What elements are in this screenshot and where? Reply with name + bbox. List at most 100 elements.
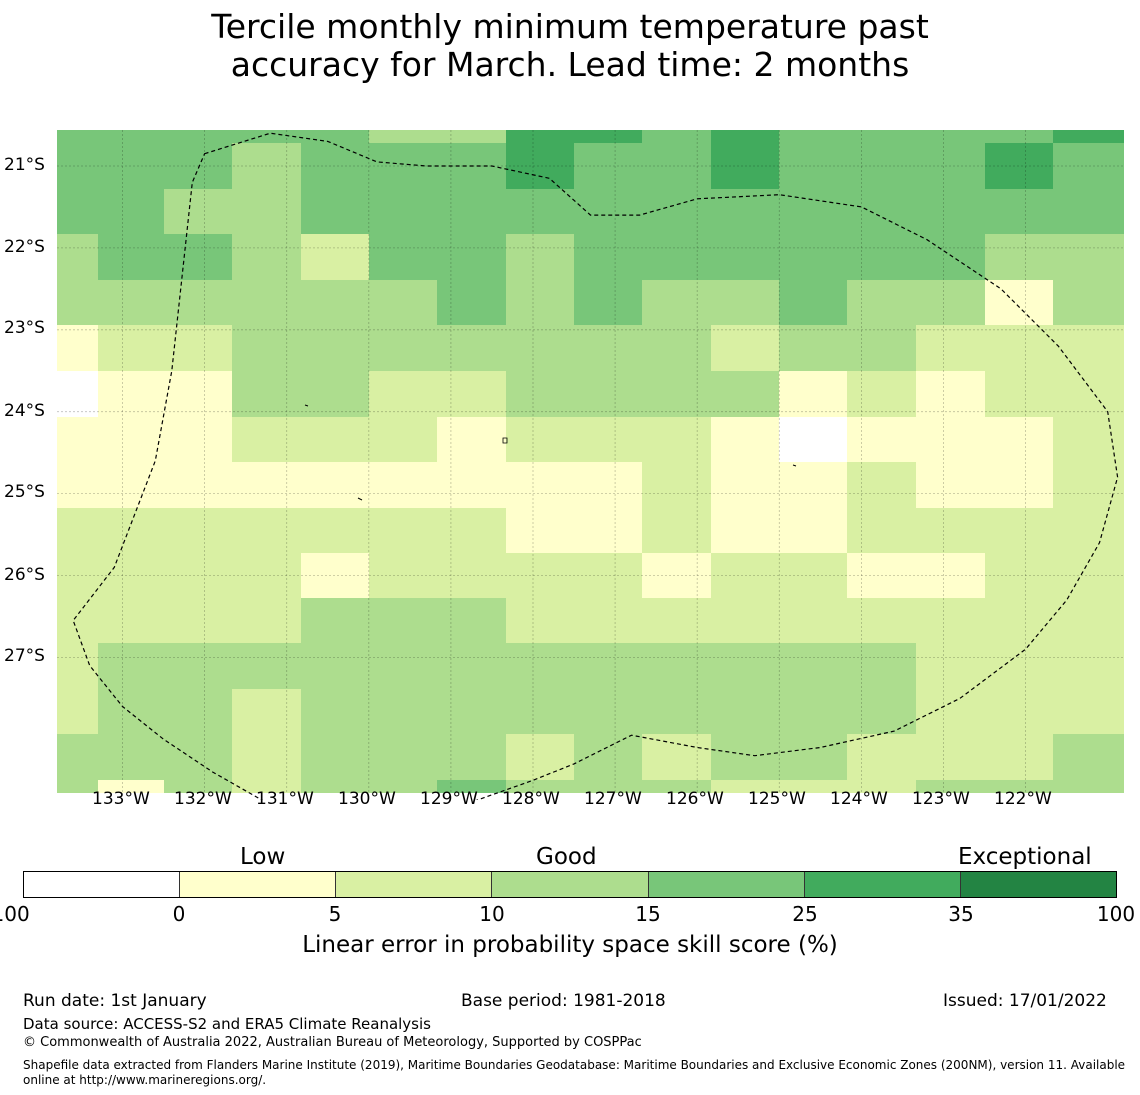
grid-cell xyxy=(98,417,164,462)
colorbar-tick: 35 xyxy=(948,902,974,926)
grid-cell xyxy=(57,325,98,371)
grid-cell xyxy=(301,130,369,143)
grid-cell xyxy=(369,508,437,553)
copyright: © Commonwealth of Australia 2022, Austra… xyxy=(23,1035,642,1050)
grid-cell xyxy=(506,689,574,734)
lat-label: 22°S xyxy=(4,237,45,257)
grid-cell xyxy=(642,689,711,734)
grid-cell xyxy=(506,598,574,643)
graticule xyxy=(57,130,1124,793)
grid-cell xyxy=(57,130,98,143)
colorbar-tick: -100 xyxy=(0,902,30,926)
grid-cell xyxy=(1053,371,1124,417)
grid-cell xyxy=(98,143,164,189)
skill-score-map xyxy=(57,130,1124,800)
grid-cell xyxy=(847,689,916,734)
colorbar-segment xyxy=(648,872,805,897)
grid-cell xyxy=(369,780,437,793)
grid-cell xyxy=(301,553,369,598)
island-mark xyxy=(792,464,797,467)
grid-cell xyxy=(232,734,301,780)
title-line-1: Tercile monthly minimum temperature past xyxy=(211,7,929,46)
grid-cell xyxy=(985,508,1053,553)
grid-cell xyxy=(506,371,574,417)
grid-cell xyxy=(232,462,301,508)
grid-cell xyxy=(369,462,437,508)
grid-cell xyxy=(301,143,369,189)
grid-cell xyxy=(1053,508,1124,553)
grid-cell xyxy=(711,780,779,793)
grid-cell xyxy=(57,417,98,462)
grid-cell xyxy=(985,417,1053,462)
grid-cell xyxy=(164,417,232,462)
grid-cell xyxy=(98,689,164,734)
grid-cell xyxy=(574,643,642,689)
grid-cell xyxy=(779,643,847,689)
grid-cell xyxy=(985,130,1053,143)
grid-cell xyxy=(916,130,985,143)
colorbar-tick: 15 xyxy=(635,902,661,926)
grid-cell xyxy=(164,508,232,553)
grid-cell xyxy=(506,734,574,780)
grid-cell xyxy=(98,280,164,325)
grid-cell xyxy=(57,280,98,325)
grid-cell xyxy=(642,325,711,371)
grid-cell xyxy=(779,143,847,189)
grid-cell xyxy=(164,734,232,780)
grid-cell xyxy=(232,598,301,643)
grid-cell xyxy=(369,189,437,234)
grid-cell xyxy=(985,780,1053,793)
grid-cell xyxy=(301,234,369,280)
grid-cell xyxy=(369,598,437,643)
grid-cell xyxy=(232,234,301,280)
colorbar xyxy=(23,871,1117,898)
grid-cell xyxy=(574,325,642,371)
eez-boundary xyxy=(72,132,1119,800)
grid-cell xyxy=(711,143,779,189)
grid-cell xyxy=(1053,734,1124,780)
island-mark xyxy=(502,437,508,444)
grid-cell xyxy=(779,553,847,598)
grid-cell xyxy=(301,598,369,643)
grid-cell xyxy=(369,130,437,143)
grid-cell xyxy=(779,325,847,371)
grid-cell xyxy=(506,508,574,553)
grid-cell xyxy=(164,143,232,189)
grid-cell xyxy=(985,280,1053,325)
grid-cell xyxy=(711,371,779,417)
grid-cell xyxy=(437,689,506,734)
grid-cell xyxy=(779,130,847,143)
grid-cell xyxy=(164,130,232,143)
grid-cell xyxy=(57,553,98,598)
grid-cell xyxy=(98,598,164,643)
colorbar-segment xyxy=(492,872,649,897)
grid-cell xyxy=(506,280,574,325)
grid-cell xyxy=(985,553,1053,598)
grid-cell xyxy=(301,189,369,234)
grid-cell xyxy=(232,643,301,689)
grid-cell xyxy=(1053,189,1124,234)
grid-cell xyxy=(574,234,642,280)
grid-cell xyxy=(506,553,574,598)
grid-cell xyxy=(642,508,711,553)
grid-cell xyxy=(985,598,1053,643)
grid-cell xyxy=(369,325,437,371)
grid-cell xyxy=(369,371,437,417)
grid-cell xyxy=(916,553,985,598)
grid-cell xyxy=(916,280,985,325)
colorbar-segment xyxy=(336,872,493,897)
grid-cell xyxy=(232,417,301,462)
grid-cell xyxy=(164,689,232,734)
grid-cell xyxy=(369,734,437,780)
grid-cell xyxy=(711,325,779,371)
grid-cell xyxy=(1053,143,1124,189)
grid-cell xyxy=(916,598,985,643)
grid-cell xyxy=(369,234,437,280)
grid-cell xyxy=(574,553,642,598)
grid-cell xyxy=(574,280,642,325)
grid-cell xyxy=(506,130,574,143)
grid-cell xyxy=(437,280,506,325)
grid-cell xyxy=(711,462,779,508)
grid-cell xyxy=(506,462,574,508)
grid-cell xyxy=(164,371,232,417)
